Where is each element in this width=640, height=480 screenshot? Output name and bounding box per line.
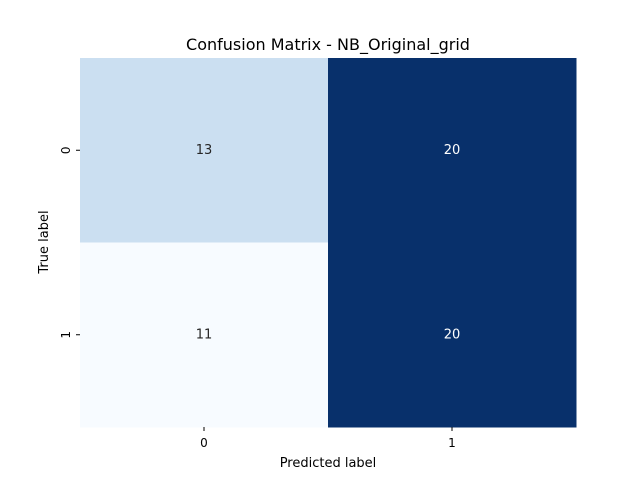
x-axis-label: Predicted label	[280, 456, 377, 471]
cell-value-r1-c0: 11	[196, 327, 213, 342]
chart-title: Confusion Matrix - NB_Original_grid	[186, 35, 470, 55]
cell-value-labels: 13 20 11 20	[196, 143, 461, 343]
heatmap-cells	[80, 58, 577, 428]
heatmap-cell-r1-c1	[328, 242, 577, 428]
y-tick-label-1: 1	[59, 331, 73, 339]
cell-value-r0-c0: 13	[196, 143, 213, 158]
y-axis-label: True label	[37, 210, 52, 274]
heatmap-cell-r0-c0	[80, 58, 329, 243]
x-tick-label-0: 0	[200, 436, 208, 450]
heatmap-cell-r1-c0	[80, 242, 329, 428]
cell-value-r1-c1: 20	[444, 327, 461, 342]
heatmap-cell-r0-c1	[328, 58, 577, 243]
cell-value-r0-c1: 20	[444, 143, 461, 158]
y-axis-ticks: 01	[59, 146, 80, 339]
x-tick-label-1: 1	[448, 436, 456, 450]
y-tick-label-0: 0	[59, 146, 73, 154]
